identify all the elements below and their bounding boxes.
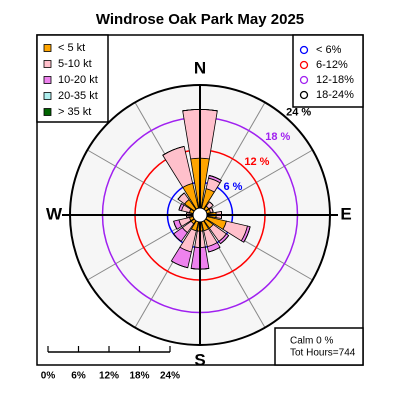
scale-tick-label: 12% bbox=[99, 371, 119, 382]
petal-segment bbox=[209, 201, 214, 206]
petal-segment bbox=[177, 192, 185, 200]
petal-segment bbox=[209, 175, 222, 181]
ring-label: 24 % bbox=[286, 106, 311, 118]
legend-swatch bbox=[43, 92, 52, 100]
petal-segment bbox=[211, 207, 214, 213]
ring-legend-label: 12-18% bbox=[316, 74, 354, 86]
scale-tick-label: 0% bbox=[41, 371, 56, 382]
scale-tick-label: 6% bbox=[71, 371, 86, 382]
compass-label: N bbox=[194, 58, 206, 77]
legend-swatch bbox=[43, 44, 52, 52]
ring-legend-marker bbox=[299, 60, 309, 70]
ring-label: 12 % bbox=[244, 156, 269, 168]
legends: < 5 kt 5-10 kt 10-20 kt 20-35 kt > 35 kt < 6%… bbox=[36, 34, 364, 382]
ring-legend-marker bbox=[299, 90, 309, 100]
legend-label: > 35 kt bbox=[58, 106, 91, 118]
ring-legend-label: < 6% bbox=[316, 44, 342, 56]
petal-segment bbox=[191, 268, 209, 270]
legend-label: 5-10 kt bbox=[58, 58, 92, 70]
calm-circle bbox=[192, 207, 208, 223]
petal-segment bbox=[182, 109, 218, 112]
chart-title: Windrose Oak Park May 2025 bbox=[96, 11, 304, 28]
compass-label: W bbox=[46, 204, 63, 223]
calm-label: Calm 0 % bbox=[290, 336, 333, 347]
ring-label: 18 % bbox=[265, 131, 290, 143]
legend-label: 20-35 kt bbox=[58, 90, 98, 102]
compass-label: E bbox=[340, 204, 351, 223]
total-label: Tot Hours=744 bbox=[290, 348, 356, 359]
petal-segment bbox=[208, 246, 221, 253]
ring-legend-marker bbox=[299, 75, 309, 85]
ring-legend-label: 6-12% bbox=[316, 59, 348, 71]
legend-label: < 5 kt bbox=[58, 42, 85, 54]
legend-swatch bbox=[43, 76, 52, 84]
rose: 6 % 12 % 18 % 24 % N E S W bbox=[46, 58, 352, 369]
scale-tick-label: 24% bbox=[160, 371, 180, 382]
ring-legend-marker bbox=[299, 45, 309, 55]
petal-segment bbox=[220, 235, 229, 244]
petal-segment bbox=[173, 233, 182, 242]
legend-swatch bbox=[43, 60, 52, 68]
scale-tick-label: 18% bbox=[129, 371, 149, 382]
plot-frame bbox=[36, 34, 364, 366]
ring-legend-label: 18-24% bbox=[316, 89, 354, 101]
compass-label: S bbox=[194, 350, 205, 369]
legend-label: 10-20 kt bbox=[58, 74, 98, 86]
calm-box bbox=[274, 327, 364, 366]
legend-swatch bbox=[43, 108, 52, 116]
ring-label: 6 % bbox=[223, 181, 242, 193]
